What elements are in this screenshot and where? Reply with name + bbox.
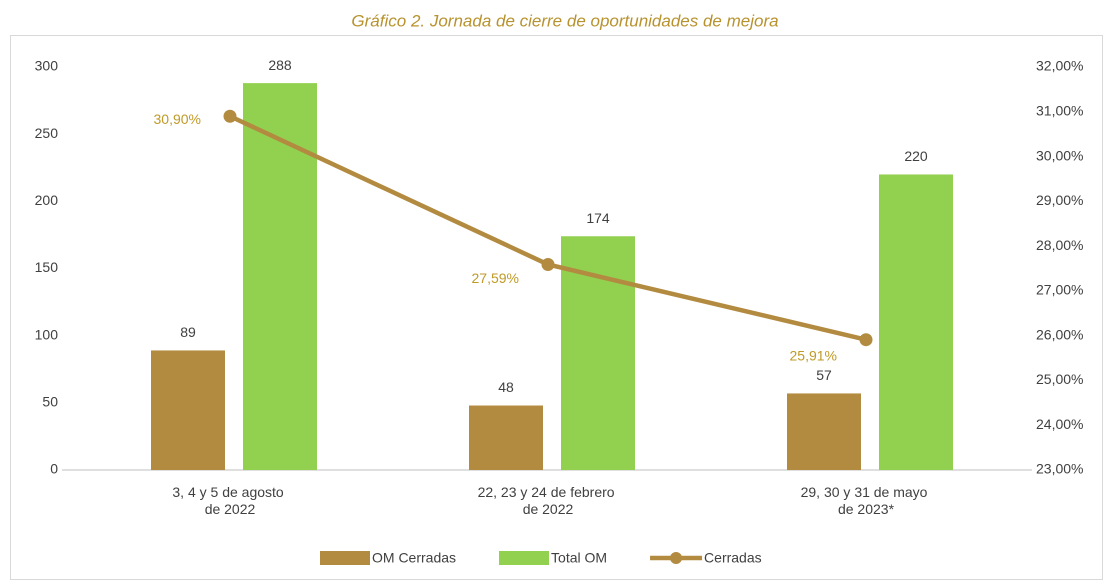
y2-tick-label: 27,00% bbox=[1036, 282, 1083, 298]
line-marker bbox=[541, 257, 555, 271]
x-tick-label: 3, 4 y 5 de agosto de 2022 bbox=[172, 484, 287, 517]
y2-tick-label: 23,00% bbox=[1036, 461, 1083, 477]
bar bbox=[243, 83, 317, 471]
bar-value-label: 220 bbox=[904, 148, 928, 164]
bar-value-label: 288 bbox=[268, 57, 292, 73]
legend-swatch bbox=[320, 551, 370, 565]
x-tick-label: 29, 30 y 31 de mayo de 2023* bbox=[801, 484, 932, 517]
y2-tick-label: 30,00% bbox=[1036, 147, 1083, 163]
y-tick-label: 250 bbox=[35, 125, 59, 141]
legend-marker bbox=[670, 552, 683, 564]
legend-label: Total OM bbox=[551, 550, 607, 566]
line-value-label: 27,59% bbox=[472, 270, 519, 286]
bar-value-label: 89 bbox=[180, 324, 196, 340]
y2-tick-label: 24,00% bbox=[1036, 416, 1083, 432]
y2-tick-label: 29,00% bbox=[1036, 192, 1083, 208]
line-value-label: 30,90% bbox=[154, 111, 201, 127]
x-tick-line: 29, 30 y 31 de mayo bbox=[801, 484, 932, 500]
bar-value-label: 48 bbox=[498, 379, 514, 395]
y2-tick-label: 25,00% bbox=[1036, 371, 1083, 387]
y2-tick-label: 32,00% bbox=[1036, 58, 1083, 74]
x-tick-label: 22, 23 y 24 de febrero de 2022 bbox=[478, 484, 619, 517]
y-tick-label: 150 bbox=[35, 259, 59, 275]
x-tick-line: de 2022 bbox=[523, 501, 574, 517]
y2-tick-label: 26,00% bbox=[1036, 326, 1083, 342]
y-tick-label: 300 bbox=[35, 58, 59, 74]
y-tick-label: 200 bbox=[35, 192, 59, 208]
x-tick-line: de 2023* bbox=[838, 501, 895, 517]
y-tick-label: 100 bbox=[35, 326, 59, 342]
bar bbox=[469, 405, 543, 470]
y-tick-label: 50 bbox=[42, 394, 58, 410]
bar bbox=[151, 350, 225, 470]
line-marker bbox=[223, 109, 237, 123]
bar bbox=[787, 393, 861, 470]
x-tick-line: 22, 23 y 24 de febrero bbox=[478, 484, 619, 500]
y-tick-label: 0 bbox=[50, 461, 58, 477]
y2-tick-label: 28,00% bbox=[1036, 237, 1083, 253]
legend-label: Cerradas bbox=[704, 550, 762, 566]
line-value-label: 25,91% bbox=[790, 347, 837, 363]
bar-value-label: 57 bbox=[816, 367, 832, 383]
x-tick-line: de 2022 bbox=[205, 501, 256, 517]
chart-frame bbox=[10, 35, 1103, 580]
chart-title: Gráfico 2. Jornada de cierre de oportuni… bbox=[351, 11, 778, 30]
x-tick-line: 3, 4 y 5 de agosto bbox=[172, 484, 287, 500]
line bbox=[229, 114, 867, 342]
line-marker bbox=[859, 333, 873, 347]
bar-value-label: 174 bbox=[586, 210, 610, 226]
y2-tick-label: 31,00% bbox=[1036, 102, 1083, 118]
legend-label: OM Cerradas bbox=[372, 550, 456, 566]
bar bbox=[879, 174, 953, 470]
legend-swatch bbox=[499, 551, 550, 565]
